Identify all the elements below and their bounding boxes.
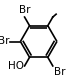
Text: Br: Br bbox=[54, 67, 65, 77]
Text: HO: HO bbox=[8, 61, 24, 71]
Text: Br: Br bbox=[19, 5, 30, 15]
Text: Br: Br bbox=[0, 37, 10, 46]
